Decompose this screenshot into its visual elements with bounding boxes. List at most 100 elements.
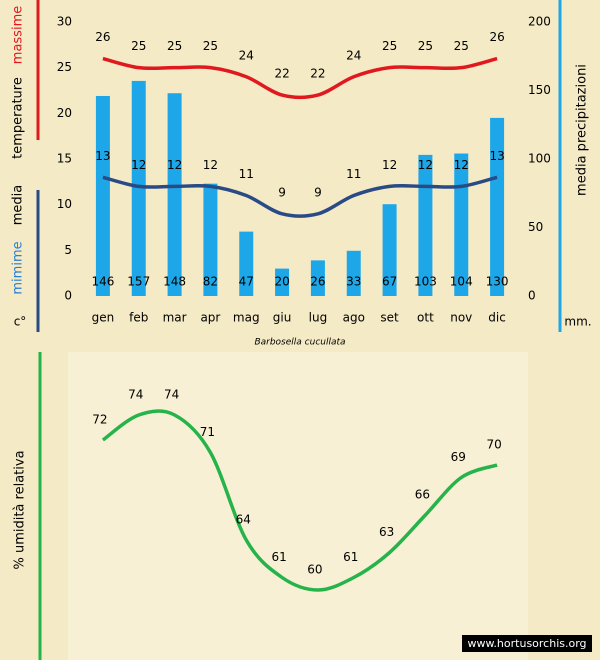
point-label: 12: [203, 158, 218, 172]
bar: [95, 95, 110, 296]
y-label: massime: [11, 6, 26, 64]
point-label: 12: [167, 158, 182, 172]
point-label: 25: [454, 39, 469, 53]
y-tick-label: 15: [57, 152, 72, 166]
bar: [418, 154, 433, 296]
point-label: 13: [95, 149, 110, 163]
point-label: 26: [489, 30, 504, 44]
point-label: 12: [382, 158, 397, 172]
x-tick-label: ott: [417, 311, 434, 325]
y-tick-label: 30: [57, 15, 72, 29]
y-label: temperature: [11, 77, 26, 159]
y2-tick-label: 50: [528, 220, 543, 234]
bar: [346, 250, 361, 296]
point-label: 64: [236, 513, 251, 527]
bar: [275, 268, 290, 296]
line: [101, 409, 498, 592]
y2-tick-label: 200: [528, 15, 551, 29]
bar-label: 104: [450, 275, 473, 289]
y-unit: c°: [14, 315, 27, 329]
bar-label: 26: [310, 275, 325, 289]
x-tick-label: giu: [273, 311, 292, 325]
bar-label: 146: [91, 275, 114, 289]
y-tick-label: 0: [64, 289, 72, 303]
point-label: 11: [346, 167, 361, 181]
x-tick-label: gen: [92, 311, 115, 325]
y-tick-label: 5: [64, 243, 72, 257]
point-label: 12: [418, 158, 433, 172]
point-label: 60: [307, 563, 322, 577]
point-label: 72: [92, 413, 107, 427]
point-label: 12: [454, 158, 469, 172]
point-label: 69: [451, 450, 466, 464]
y2-label: media precipitazioni: [575, 64, 590, 196]
bar-label: 33: [346, 275, 361, 289]
bar-label: 67: [382, 275, 397, 289]
bar: [203, 183, 218, 296]
point-label: 24: [346, 48, 361, 62]
bar-label: 82: [203, 275, 218, 289]
point-label: 74: [128, 388, 143, 402]
point-label: 25: [131, 39, 146, 53]
point-label: 61: [271, 550, 286, 564]
bar: [454, 153, 469, 296]
point-label: 24: [239, 48, 254, 62]
y-label: media: [11, 185, 26, 226]
point-label: 63: [379, 525, 394, 539]
line: [102, 175, 498, 218]
y2-tick-label: 100: [528, 152, 551, 166]
x-tick-label: set: [380, 311, 399, 325]
caption: Barbosella cucullata: [254, 338, 345, 348]
bar: [239, 231, 254, 296]
y2-tick-label: 0: [528, 289, 536, 303]
point-label: 13: [489, 149, 504, 163]
bar-label: 20: [274, 275, 289, 289]
bar: [167, 93, 182, 297]
x-tick-label: apr: [200, 311, 220, 325]
point-label: 25: [203, 39, 218, 53]
point-label: 74: [164, 388, 179, 402]
y-tick-label: 25: [57, 60, 72, 74]
y2-tick-label: 150: [528, 83, 551, 97]
x-tick-label: nov: [450, 311, 472, 325]
point-label: 22: [310, 67, 325, 81]
y-label: % umidità relativa: [13, 450, 28, 569]
watermark: www.hortusorchis.org: [467, 637, 586, 650]
point-label: 25: [418, 39, 433, 53]
bar-label: 103: [414, 275, 437, 289]
x-tick-label: mar: [163, 311, 187, 325]
watermark-box: [462, 635, 592, 652]
point-label: 25: [382, 39, 397, 53]
y2-unit: mm.: [564, 315, 591, 329]
point-label: 70: [486, 438, 501, 452]
point-label: 61: [343, 550, 358, 564]
y-label: mimime: [11, 241, 26, 294]
bar-label: 47: [239, 275, 254, 289]
y-tick-label: 10: [57, 197, 72, 211]
bar-label: 148: [163, 275, 186, 289]
x-tick-label: mag: [233, 311, 260, 325]
point-label: 9: [314, 185, 322, 199]
point-label: 71: [200, 425, 215, 439]
x-tick-label: feb: [129, 311, 148, 325]
point-label: 11: [239, 167, 254, 181]
bar: [382, 204, 397, 296]
point-label: 9: [278, 185, 286, 199]
bar: [310, 260, 325, 296]
bar-label: 130: [486, 275, 509, 289]
point-label: 25: [167, 39, 182, 53]
point-label: 66: [415, 488, 430, 502]
bar: [490, 117, 505, 297]
panel: [68, 352, 528, 660]
point-label: 22: [274, 67, 289, 81]
bar: [131, 80, 146, 296]
bar-label: 157: [127, 275, 150, 289]
x-tick-label: dic: [488, 311, 506, 325]
point-label: 12: [131, 158, 146, 172]
y-tick-label: 20: [57, 106, 72, 120]
x-tick-label: lug: [309, 311, 328, 325]
x-tick-label: ago: [343, 311, 365, 325]
line: [102, 56, 498, 100]
point-label: 26: [95, 30, 110, 44]
